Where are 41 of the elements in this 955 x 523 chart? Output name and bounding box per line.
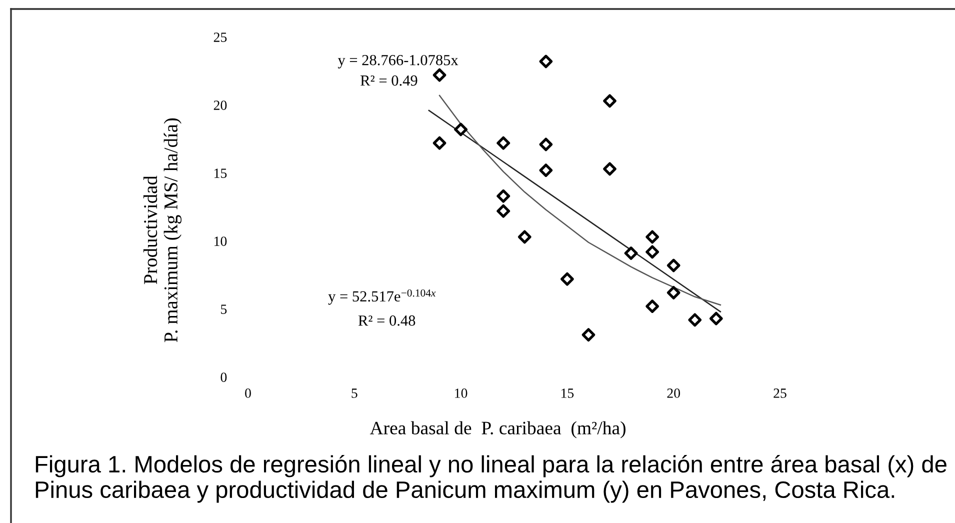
point bbox=[709, 312, 723, 326]
x-tick-label: 20 bbox=[667, 388, 680, 398]
x-tick-label: 5 bbox=[352, 388, 358, 398]
text: Figura 1. Modelos de regresión lineal y no lineal para la relación entre área basal (x) de Pinus caribaea y productividad de Panicum maximum (y) en Pavones, Costa Rica. bbox=[36, 455, 946, 503]
y-tick-label: 15 bbox=[214, 168, 227, 178]
point bbox=[688, 313, 702, 327]
x-tick-label: 25 bbox=[774, 388, 786, 398]
point bbox=[560, 272, 574, 286]
y-tick-label: 10 bbox=[214, 236, 227, 246]
point bbox=[432, 68, 446, 82]
point bbox=[646, 300, 660, 313]
point bbox=[646, 245, 660, 259]
point bbox=[539, 164, 553, 177]
point bbox=[624, 246, 638, 260]
x-tick-label: 0 bbox=[245, 388, 251, 398]
y-tick-label: 5 bbox=[221, 304, 227, 314]
y-tick-label: 0 bbox=[220, 372, 227, 382]
x-tick-label: 15 bbox=[561, 388, 574, 398]
annotation: y = 52.517e$^{−0.104x}$ bbox=[328, 289, 436, 305]
point bbox=[496, 189, 510, 203]
point bbox=[539, 138, 553, 152]
x-axis-title: Area basal de P. caribaea (m²/ha) bbox=[370, 421, 626, 438]
point bbox=[603, 162, 616, 176]
y-tick-label: 25 bbox=[214, 32, 227, 42]
point bbox=[666, 258, 680, 272]
point bbox=[646, 230, 660, 244]
point bbox=[454, 122, 468, 136]
annotation: R² = 0.48 bbox=[358, 315, 416, 326]
point bbox=[603, 94, 616, 108]
annotation: R² = 0.49 bbox=[360, 75, 418, 86]
point bbox=[496, 136, 510, 150]
point bbox=[496, 204, 510, 218]
y-axis-title: Productividad P. maximum (kg MS/ ha/día) bbox=[143, 118, 182, 342]
annotation: y = 28.766-1.0785x bbox=[338, 54, 458, 68]
x-tick-label: 10 bbox=[455, 388, 468, 398]
point bbox=[432, 136, 446, 150]
y-tick-label: 20 bbox=[214, 100, 227, 110]
point bbox=[518, 230, 532, 244]
point bbox=[582, 328, 596, 342]
point bbox=[539, 54, 553, 68]
point bbox=[666, 286, 680, 300]
